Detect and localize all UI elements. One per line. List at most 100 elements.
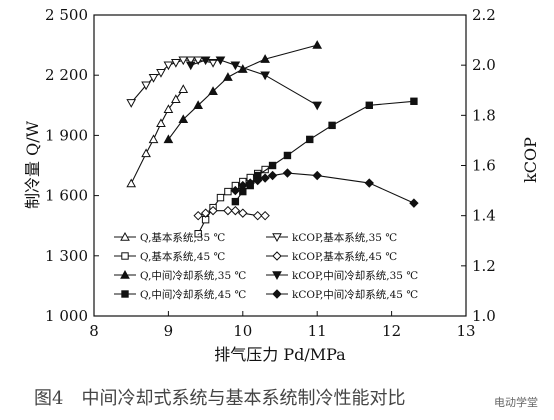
series-6	[193, 205, 270, 221]
legend-swatch-marker	[272, 289, 282, 299]
series-1-point	[170, 94, 181, 103]
series-5-point	[156, 68, 166, 78]
series-1-point	[141, 148, 151, 158]
x-tick-label: 8	[89, 322, 99, 340]
series-6-point	[260, 210, 270, 221]
series-1-point	[148, 134, 159, 144]
series-1-point	[178, 84, 189, 93]
series-3-point	[178, 114, 189, 124]
y-right-tick-label: 1.0	[472, 307, 496, 325]
series-6-point	[208, 205, 218, 216]
series-7-point	[230, 61, 241, 71]
x-tick-label: 12	[382, 322, 401, 340]
legend-swatch-marker	[121, 290, 129, 298]
y-left-tick-label: 1 900	[45, 126, 88, 144]
y-right-tick-label: 2.2	[472, 6, 496, 24]
series-2-point	[224, 187, 232, 196]
y-left-tick-label: 1 300	[45, 247, 88, 265]
series-4-point	[365, 101, 373, 109]
legend-item: Q,中间冷却系统,35 ℃	[114, 269, 246, 282]
y-axis-left-title: 制冷量 Q/W	[23, 120, 42, 209]
legend-item: Q,基本系统,45 ℃	[114, 250, 225, 263]
series-8	[230, 168, 419, 208]
y-left-tick-label: 2 200	[45, 66, 88, 84]
legend-label: kCOP,中间冷却系统,35 ℃	[292, 269, 418, 282]
y-right-tick-label: 1.6	[472, 157, 496, 175]
series-5-point	[126, 99, 137, 108]
y-right-tick-label: 1.8	[472, 106, 496, 124]
series-2-point	[194, 230, 202, 238]
y-right-tick-label: 1.2	[472, 257, 496, 275]
series-7-point	[260, 71, 270, 81]
series-4-line	[234, 100, 414, 202]
legend-label: kCOP,基本系统,35 ℃	[292, 231, 397, 244]
series-7-line	[190, 59, 318, 106]
legend-label: kCOP,中间冷却系统,45 ℃	[292, 288, 418, 301]
series-6-point	[193, 210, 203, 221]
series-4-point	[410, 97, 418, 105]
series-4-point	[283, 151, 292, 160]
legend-swatch-marker	[272, 233, 282, 243]
series-3-point	[312, 40, 323, 49]
series-4-point	[231, 197, 240, 206]
series-6-point	[252, 210, 263, 221]
series-5	[126, 56, 218, 108]
series-6-point	[200, 208, 211, 218]
series-3-point	[163, 134, 174, 144]
y-left-tick-label: 2 500	[45, 6, 88, 24]
y-left-tick-label: 1 600	[45, 187, 88, 205]
series-5-point	[208, 58, 218, 68]
series-1	[126, 84, 189, 188]
y-axis-right-title: kCOP	[521, 137, 540, 183]
series-7-point	[200, 56, 211, 66]
legend-swatch-marker	[120, 269, 130, 279]
x-tick-label: 9	[164, 322, 174, 340]
legend-swatch-marker	[121, 252, 129, 260]
series-5-point	[163, 61, 174, 71]
series-8-point	[312, 170, 322, 181]
legend-swatch-marker	[272, 271, 282, 281]
series-5-point	[148, 74, 159, 83]
series-5-point	[141, 81, 151, 91]
legend-item: kCOP,中间冷却系统,35 ℃	[266, 269, 418, 282]
series-8-point	[238, 180, 248, 191]
series-4-point	[268, 161, 277, 170]
series-4-point	[328, 121, 336, 130]
series-5-line	[130, 59, 214, 104]
series-8-point	[245, 178, 255, 188]
legend: Q,基本系统,35 ℃ Q,基本系统,45 ℃ Q,中间冷却系统,35 ℃ Q,中间冷…	[114, 231, 418, 301]
series-3-point	[193, 100, 204, 109]
series-8-point	[230, 185, 241, 196]
series-5-point	[170, 58, 181, 68]
legend-label: Q,基本系统,35 ℃	[140, 231, 225, 244]
series-8-point	[409, 198, 419, 208]
legend-label: Q,基本系统,45 ℃	[140, 250, 225, 263]
series-1-line	[130, 88, 184, 184]
series-8-point	[364, 178, 374, 188]
series-6-point	[230, 205, 241, 216]
series-layer	[126, 40, 419, 238]
series-7-point	[185, 61, 196, 71]
series-5-point	[193, 56, 204, 66]
y-right-tick-label: 2.0	[472, 56, 496, 74]
legend-item: kCOP,基本系统,45 ℃	[266, 250, 397, 263]
series-2-point	[216, 193, 225, 202]
series-3-point	[208, 86, 218, 95]
legend-label: kCOP,基本系统,45 ℃	[292, 250, 397, 263]
series-6-point	[238, 208, 248, 218]
series-5-point	[185, 56, 196, 66]
series-4	[231, 97, 418, 206]
series-3	[163, 40, 323, 144]
series-4-point	[306, 135, 314, 144]
series-8-point	[260, 173, 270, 183]
series-8-point	[282, 168, 293, 178]
series-8-point	[267, 170, 278, 181]
legend-label: Q,中间冷却系统,45 ℃	[140, 288, 246, 301]
figure-caption: 图4 中间冷却式系统与基本系统制冷性能对比	[34, 388, 405, 409]
legend-swatch-marker	[120, 231, 130, 241]
legend-label: Q,中间冷却系统,35 ℃	[140, 269, 246, 282]
tick-layer: 8 9 10 11 12 13 1 000 1 300 1 600 1 900 2 200 2 500…	[45, 6, 496, 340]
legend-item: Q,基本系统,35 ℃	[114, 231, 225, 244]
series-8-point	[252, 175, 263, 186]
